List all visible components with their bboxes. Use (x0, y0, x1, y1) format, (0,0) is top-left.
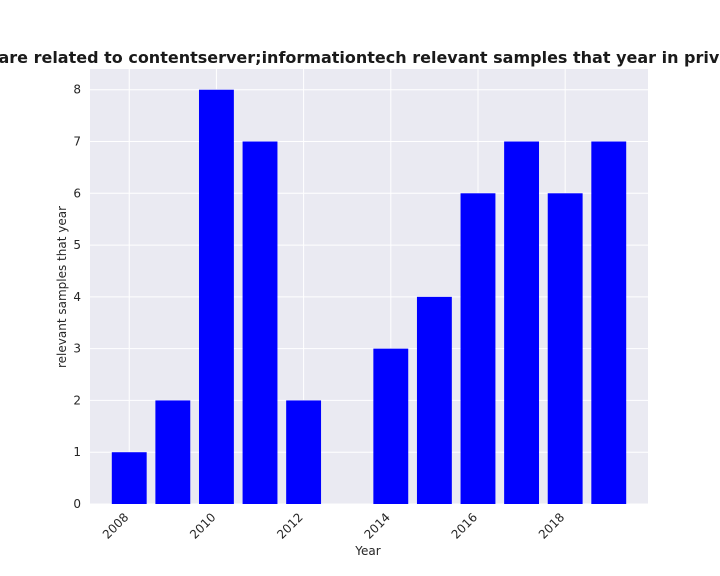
y-tick-label: 0 (73, 497, 81, 511)
x-tick-label: 2012 (274, 510, 305, 541)
bar-2008 (111, 452, 147, 504)
bar-2011 (242, 141, 278, 504)
x-tick-label: 2010 (187, 510, 218, 541)
bar-2014 (373, 348, 409, 504)
x-axis-label: Year (354, 544, 380, 558)
chart-title: Categories are related to contentserver;… (0, 48, 720, 67)
y-tick-label: 7 (73, 135, 81, 149)
bar-2018 (547, 193, 583, 505)
bar-2010 (198, 89, 234, 504)
x-tick-label: 2016 (449, 510, 480, 541)
bars (111, 89, 627, 505)
y-tick-label: 8 (73, 83, 81, 97)
y-tick-label: 5 (73, 238, 81, 252)
y-tick-label: 3 (73, 342, 81, 356)
x-tick-label: 2018 (536, 510, 567, 541)
bar-2012 (286, 400, 322, 504)
x-tick-label: 2008 (100, 510, 131, 541)
y-tick-label: 1 (73, 445, 81, 459)
y-tick-label: 4 (73, 290, 81, 304)
y-tick-label: 2 (73, 393, 81, 407)
bar-2009 (155, 400, 191, 504)
x-tick-labels: 2008 2010 2012 2014 2016 2018 (100, 510, 567, 541)
bar-2015 (416, 296, 452, 504)
x-tick-label: 2014 (361, 510, 392, 541)
bar-2017 (504, 141, 540, 504)
bar-2016 (460, 193, 496, 505)
y-tick-labels: 0 1 2 3 4 5 6 7 8 (73, 83, 81, 511)
y-axis-label: relevant samples that year (55, 206, 69, 368)
y-tick-label: 6 (73, 186, 81, 200)
bar-2019 (591, 141, 627, 504)
